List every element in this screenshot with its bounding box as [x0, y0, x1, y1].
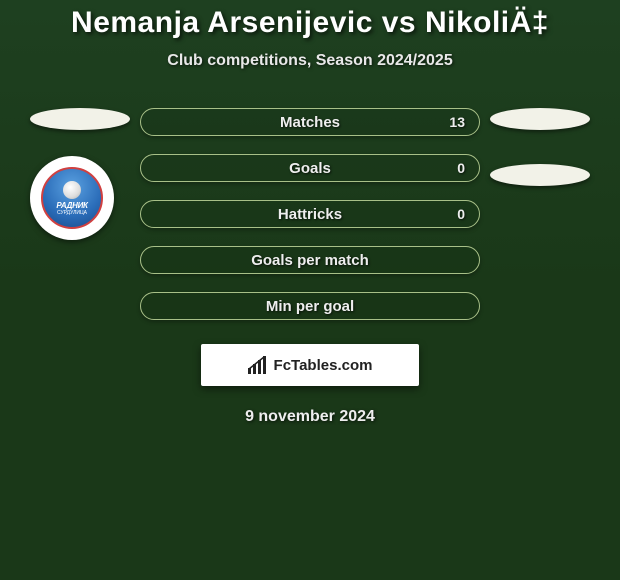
subtitle: Club competitions, Season 2024/2025	[0, 52, 620, 70]
club-badge-placeholder	[490, 164, 590, 186]
stat-row: Goals per match	[140, 246, 480, 274]
stat-row: Matches 13	[140, 108, 480, 136]
branding-text: FcTables.com	[274, 357, 373, 374]
stat-label: Min per goal	[266, 298, 354, 315]
player-photo-placeholder	[490, 108, 590, 130]
page-title: Nemanja Arsenijevic vs NikoliÄ‡	[0, 6, 620, 40]
stat-label: Hattricks	[278, 206, 342, 223]
left-column: РАДНИК СУРДУЛИЦА	[30, 108, 130, 320]
right-column	[490, 108, 590, 320]
branding-box[interactable]: FcTables.com	[201, 344, 419, 386]
content-row: РАДНИК СУРДУЛИЦА Matches 13 Goals 0 Hatt…	[0, 108, 620, 320]
stat-label: Goals per match	[251, 252, 369, 269]
club-badge: РАДНИК СУРДУЛИЦА	[30, 156, 114, 240]
date: 9 november 2024	[0, 408, 620, 426]
stat-value-right: 0	[457, 206, 465, 222]
stat-label: Matches	[280, 114, 340, 131]
comparison-card: Nemanja Arsenijevic vs NikoliÄ‡ Club com…	[0, 0, 620, 426]
stat-value-right: 0	[457, 160, 465, 176]
stat-row: Min per goal	[140, 292, 480, 320]
club-name: РАДНИК	[56, 201, 87, 210]
player-photo-placeholder	[30, 108, 130, 130]
club-sub: СУРДУЛИЦА	[57, 210, 87, 216]
club-badge-inner: РАДНИК СУРДУЛИЦА	[41, 167, 103, 229]
stats-list: Matches 13 Goals 0 Hattricks 0 Goals per…	[140, 108, 480, 320]
ball-icon	[63, 181, 81, 199]
chart-icon	[248, 356, 270, 374]
stat-row: Hattricks 0	[140, 200, 480, 228]
stat-value-right: 13	[449, 114, 465, 130]
stat-label: Goals	[289, 160, 331, 177]
stat-row: Goals 0	[140, 154, 480, 182]
